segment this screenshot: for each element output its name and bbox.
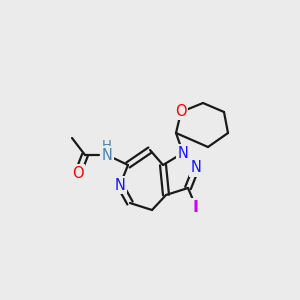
Text: O: O <box>175 104 187 119</box>
Text: I: I <box>193 200 199 214</box>
Text: N: N <box>115 178 125 193</box>
Text: N: N <box>178 146 188 160</box>
Text: N: N <box>190 160 201 175</box>
Text: O: O <box>72 166 84 181</box>
Text: H: H <box>102 139 112 152</box>
Text: N: N <box>102 148 112 163</box>
